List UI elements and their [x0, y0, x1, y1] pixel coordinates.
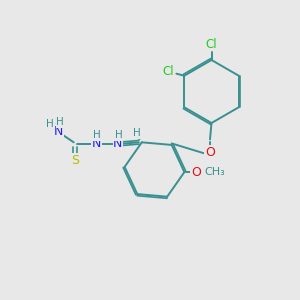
Text: H: H: [46, 119, 54, 129]
Text: CH₃: CH₃: [204, 167, 225, 177]
Text: O: O: [191, 166, 201, 178]
Text: O: O: [205, 146, 215, 159]
Text: H: H: [56, 117, 64, 127]
Text: Cl: Cl: [206, 38, 217, 51]
Text: N: N: [54, 125, 63, 138]
Text: H: H: [115, 130, 122, 140]
Text: S: S: [71, 154, 79, 167]
Text: Cl: Cl: [163, 65, 174, 78]
Text: N: N: [92, 137, 101, 150]
Text: N: N: [113, 137, 122, 150]
Text: H: H: [133, 128, 140, 138]
Text: H: H: [93, 130, 101, 140]
